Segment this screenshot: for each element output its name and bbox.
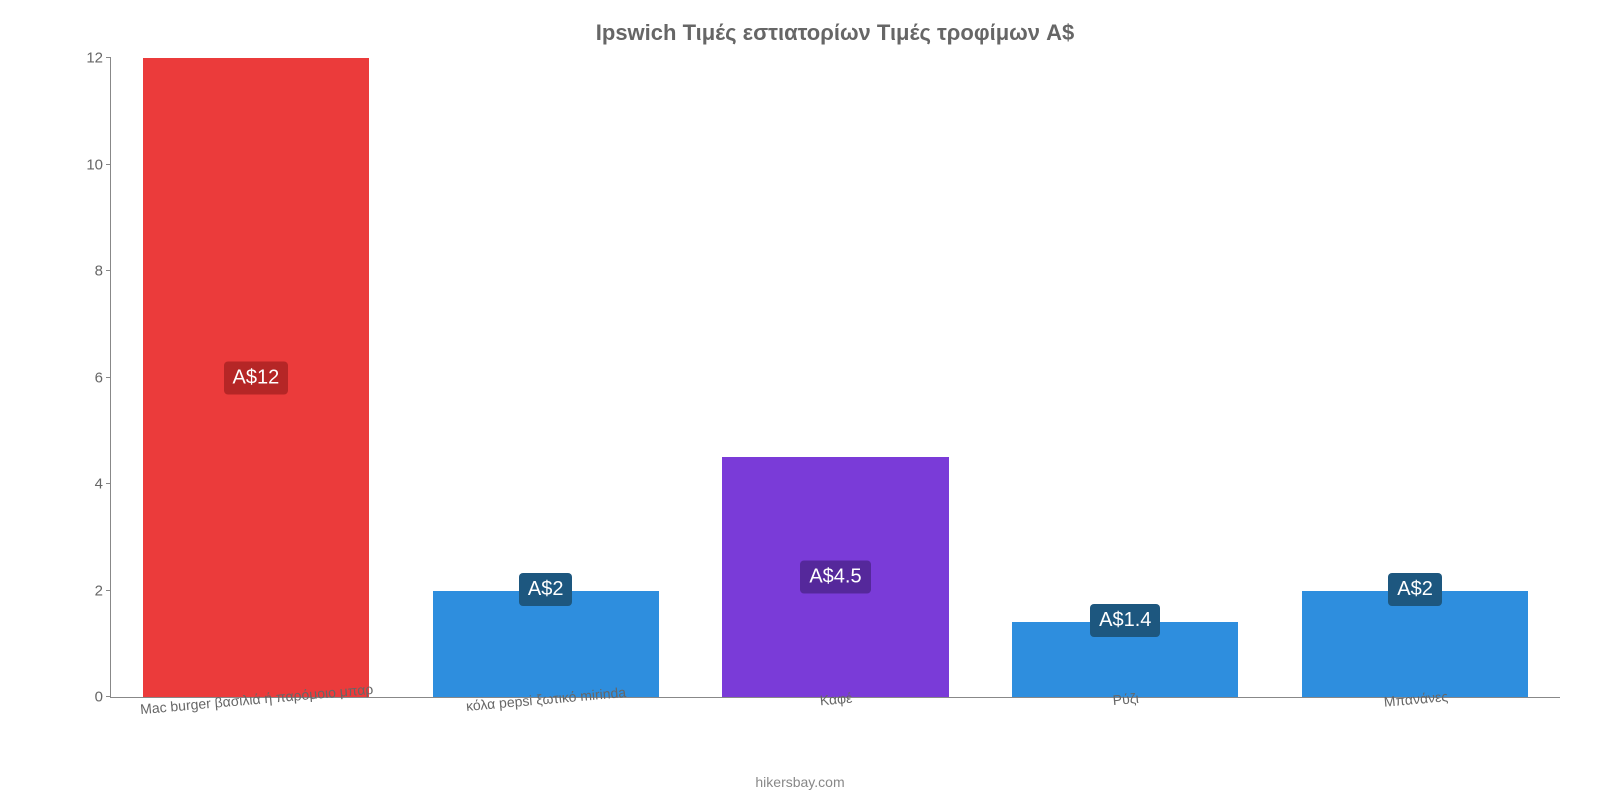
plot-area: A$12A$2A$4.5A$1.4A$2 Mac burger βασιλιά … (110, 58, 1560, 698)
x-tick-label: Mac burger βασιλιά ή παρόμοιο μπαρ (111, 691, 401, 707)
bar-value-label: A$12 (224, 361, 289, 394)
x-tick-label: Καφέ (691, 691, 981, 707)
y-tick-mark (106, 377, 111, 378)
y-tick-label: 2 (69, 582, 103, 599)
bar-slot: A$12 (111, 58, 401, 697)
y-tick-label: 4 (69, 476, 103, 493)
y-tick-mark (106, 590, 111, 591)
bar: A$2 (1302, 591, 1528, 698)
y-tick-label: 8 (69, 263, 103, 280)
bar-slot: A$1.4 (980, 58, 1270, 697)
chart-title: Ipswich Τιμές εστιατορίων Τιμές τροφίμων… (110, 20, 1560, 46)
y-tick-mark (106, 483, 111, 484)
y-tick-label: 12 (69, 50, 103, 67)
bar-slot: A$2 (1270, 58, 1560, 697)
bar-slot: A$2 (401, 58, 691, 697)
x-tick-label: Ρύζι (980, 691, 1270, 707)
y-tick-mark (106, 57, 111, 58)
bar-value-label: A$1.4 (1090, 604, 1160, 637)
x-tick-label: Μπανάνες (1270, 691, 1560, 707)
bar: A$2 (433, 591, 659, 698)
credit-text: hikersbay.com (0, 774, 1600, 790)
bars-group: A$12 A$2 A$4.5 A$1.4 A$2 (111, 58, 1560, 697)
y-tick-label: 10 (69, 156, 103, 173)
y-tick-label: 6 (69, 369, 103, 386)
bar-value-label: A$2 (1388, 573, 1442, 606)
bar-value-label: A$2 (519, 573, 573, 606)
bar: A$1.4 (1012, 622, 1238, 697)
bar-value-label: A$4.5 (800, 561, 870, 594)
x-axis-labels: Mac burger βασιλιά ή παρόμοιο μπαρκόλα p… (111, 691, 1560, 707)
bar-slot: A$4.5 (691, 58, 981, 697)
y-tick-mark (106, 696, 111, 697)
y-tick-mark (106, 270, 111, 271)
bar: A$12 (143, 58, 369, 697)
bar: A$4.5 (722, 457, 948, 697)
x-tick-label: κόλα pepsi ξωτικό mirinda (401, 691, 691, 707)
y-tick-mark (106, 164, 111, 165)
chart-container: Ipswich Τιμές εστιατορίων Τιμές τροφίμων… (0, 0, 1600, 800)
y-tick-label: 0 (69, 689, 103, 706)
